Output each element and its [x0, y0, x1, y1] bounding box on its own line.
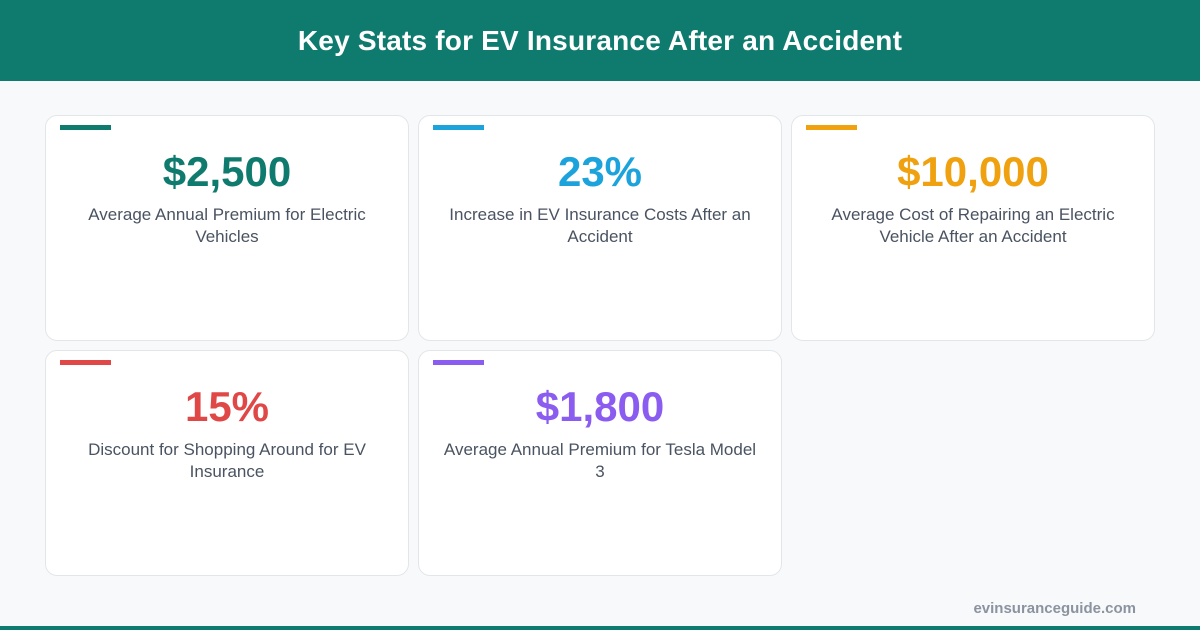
- card-accent-bar: [60, 360, 111, 365]
- stat-label: Average Cost of Repairing an Electric Ve…: [831, 205, 1115, 246]
- stat-card-tesla-premium: $1,800 Average Annual Premium for Tesla …: [418, 350, 782, 576]
- footer-bar: [0, 626, 1200, 630]
- site-url: evinsuranceguide.com: [973, 600, 1136, 617]
- stat-value: $1,800: [535, 383, 665, 430]
- stat-label: Discount for Shopping Around for EV Insu…: [88, 440, 366, 481]
- stat-card-repair-cost: $10,000 Average Cost of Repairing an Ele…: [791, 115, 1155, 341]
- card-accent-bar: [60, 125, 111, 130]
- page-title: Key Stats for EV Insurance After an Acci…: [297, 24, 903, 56]
- stat-card-cost-increase: 23% Increase in EV Insurance Costs After…: [418, 115, 782, 341]
- stat-value: $10,000: [897, 148, 1049, 195]
- stat-label: Average Annual Premium for Electric Vehi…: [88, 205, 366, 246]
- stat-label: Average Annual Premium for Tesla Model 3: [443, 440, 757, 481]
- stat-value: $2,500: [162, 148, 292, 195]
- card-accent-bar: [433, 125, 484, 130]
- stat-label: Increase in EV Insurance Costs After an …: [449, 205, 751, 246]
- header-banner: Key Stats for EV Insurance After an Acci…: [0, 0, 1200, 81]
- stat-card-average-premium-ev: $2,500 Average Annual Premium for Electr…: [45, 115, 409, 341]
- stat-value: 15%: [184, 383, 270, 430]
- card-accent-bar: [433, 360, 484, 365]
- stat-value: 23%: [557, 148, 643, 195]
- card-accent-bar: [806, 125, 857, 130]
- stat-card-shopping-discount: 15% Discount for Shopping Around for EV …: [45, 350, 409, 576]
